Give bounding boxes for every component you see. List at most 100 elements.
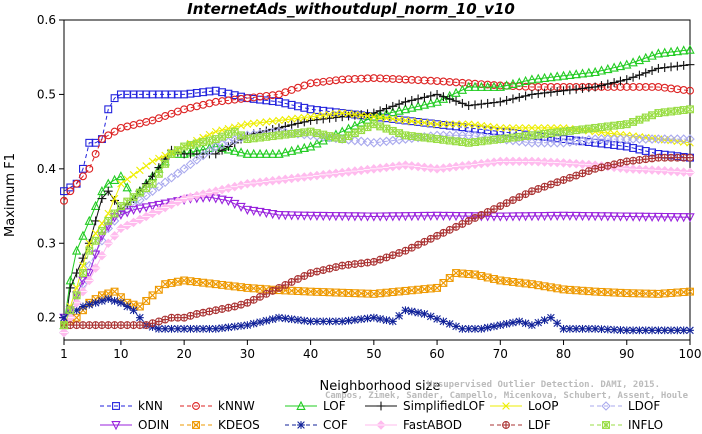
point-loop-b (256, 118, 264, 127)
point-cof-b (471, 325, 479, 333)
point-kdeos-b (281, 286, 290, 295)
point-odin-shape (419, 211, 430, 222)
point-kdeos-b (502, 277, 511, 285)
point-inflo (85, 246, 94, 255)
point-lof-shape (381, 108, 392, 118)
point-cof (243, 321, 252, 330)
point-ldf (161, 315, 170, 324)
point-odin (381, 212, 392, 222)
point-odin-shape (463, 212, 474, 222)
point-ldof-shape (615, 134, 626, 144)
point-lof-shape (438, 93, 449, 103)
point-loop (155, 154, 163, 163)
point-loop (338, 109, 347, 117)
point-ldf (312, 267, 321, 276)
point-loop-b (117, 179, 125, 188)
point-cof-b (660, 326, 669, 335)
point-cof-b (414, 308, 422, 317)
point-simplifiedlof (470, 100, 480, 110)
point-cof-b (167, 325, 176, 333)
point-lof (685, 44, 695, 54)
point-knnw-shape (199, 100, 208, 109)
point-simplifiedlof (571, 84, 581, 94)
point-odin (217, 195, 227, 205)
point-cof-b (433, 315, 441, 323)
point-lof-shape (489, 81, 499, 91)
point-ldf (180, 313, 189, 322)
legend-marker-lof (296, 400, 306, 410)
point-cof (407, 307, 416, 316)
point-cof-b (477, 325, 486, 333)
point-inflo (540, 129, 549, 138)
legend-marker-ldof (601, 401, 611, 411)
point-kdeos-shape (110, 287, 119, 296)
point-kdeos-b (414, 285, 422, 294)
point-kdeos-b (407, 286, 416, 295)
point-ldf (319, 266, 328, 274)
legend-marker-knnw (192, 402, 200, 410)
point-odin-shape (457, 212, 468, 222)
point-cof (420, 310, 429, 318)
point-cof-b (104, 295, 113, 303)
point-knnw-shape (116, 123, 125, 132)
point-lof (641, 52, 651, 62)
point-odin-shape (280, 211, 291, 221)
point-odin-shape (451, 211, 461, 222)
point-kdeos-b (382, 288, 391, 297)
point-lof (84, 215, 94, 225)
point-odin-shape (135, 204, 145, 214)
point-loop (445, 120, 454, 128)
point-cof-b (515, 317, 524, 326)
point-ldf (496, 202, 505, 210)
point-knnw (116, 123, 125, 132)
legend-label-knn: kNN (138, 399, 163, 413)
point-odin-shape (375, 212, 385, 222)
point-cof-b (679, 326, 688, 335)
point-simplifiedlof (401, 97, 410, 107)
point-cof-b (325, 317, 334, 326)
point-cof (521, 319, 530, 328)
point-cof-b (281, 314, 290, 323)
point-simplifiedlof (388, 101, 398, 111)
point-cof (85, 300, 94, 309)
point-lof (533, 73, 543, 83)
legend-label-ldf: LDF (528, 418, 551, 432)
point-ldof-shape (198, 150, 208, 161)
point-cof-b (502, 320, 511, 328)
point-odin-shape (299, 211, 309, 221)
point-odin (299, 211, 309, 221)
point-ldof-shape (621, 134, 632, 144)
point-odin (641, 212, 651, 222)
point-cof-b (363, 314, 372, 323)
point-loop-b (211, 127, 220, 136)
point-kdeos (433, 283, 442, 292)
point-cof-b (98, 297, 106, 305)
point-lof-shape (672, 46, 683, 56)
point-cof (275, 313, 283, 322)
point-ldof-shape (609, 134, 619, 144)
point-kdeos-b (641, 289, 650, 298)
point-ldf (502, 199, 511, 208)
point-kdeos-b (679, 288, 688, 296)
point-loop-b (363, 112, 372, 120)
point-kdeos-b (167, 279, 176, 287)
point-ldof (666, 134, 676, 144)
x-tick-label: 50 (366, 347, 381, 361)
point-loop-b (490, 123, 498, 131)
legend-marker-lof-shape (296, 400, 306, 410)
point-simplifiedlof (666, 62, 676, 72)
point-kdeos (256, 284, 264, 293)
point-cof (458, 324, 467, 333)
legend-item-inflo: INFLO (590, 418, 663, 432)
point-lof (261, 148, 272, 158)
point-lof-shape (660, 47, 670, 57)
point-lof (305, 141, 316, 151)
point-knnw (60, 196, 68, 205)
point-lof-shape (274, 148, 284, 158)
point-lof (476, 81, 487, 91)
x-axis-label: Neighborhood size (320, 379, 441, 394)
point-odin (603, 212, 613, 222)
point-loop (370, 112, 378, 121)
point-kdeos-b (199, 278, 207, 287)
point-lof (419, 99, 430, 109)
